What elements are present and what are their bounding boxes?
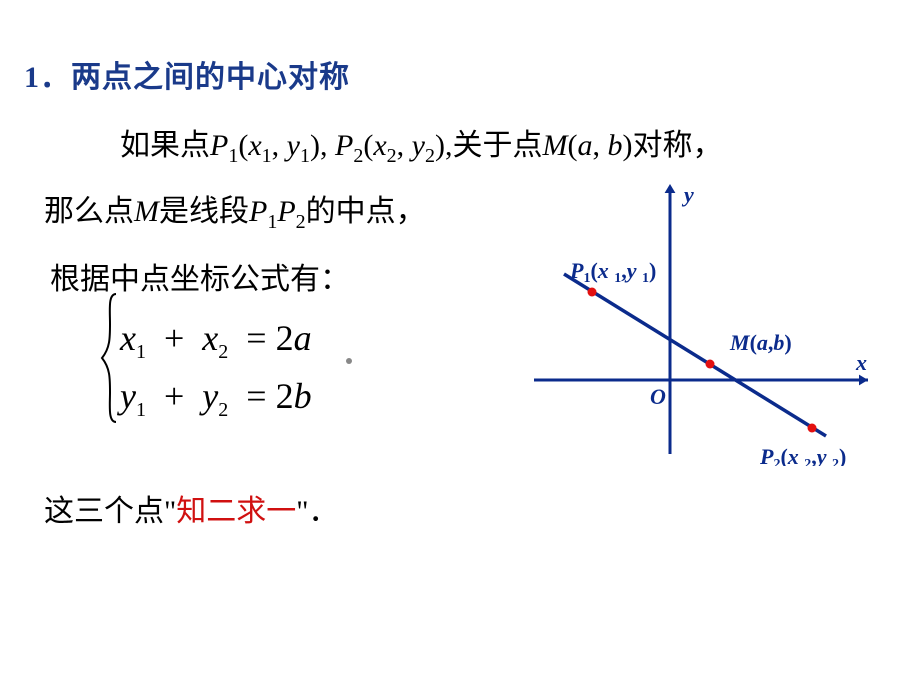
sub: 2 (218, 399, 228, 421)
sym-P: P (249, 195, 267, 228)
sym-y1: y (287, 129, 300, 162)
svg-text:y: y (681, 184, 694, 207)
op: + (164, 376, 184, 416)
sym-M: M (542, 129, 567, 162)
sub: 1 (228, 145, 238, 167)
sym-P1: P (210, 129, 228, 162)
t: 那么点 (44, 195, 134, 228)
sub: 2 (218, 341, 228, 363)
sym-P: P (277, 195, 295, 228)
sym-P2: P (335, 129, 353, 162)
body-line-1: 如果点P1(x1, y1), P2(x2, y2),关于点M(a, b)对称， (120, 120, 722, 168)
equation-brace-system: x1 + x2 = 2a y1 + y2 = 2b (120, 310, 312, 426)
sub: 2 (353, 145, 363, 167)
t: "． (296, 495, 338, 528)
sub: 2 (296, 211, 306, 233)
body-line-3: 根据中点坐标公式有： (50, 254, 350, 298)
svg-text:M(a,b): M(a,b) (729, 330, 792, 355)
v: x (202, 318, 218, 358)
t: 这三个点" (44, 495, 176, 528)
svg-text:P1(x 1,y 1): P1(x 1,y 1) (569, 258, 656, 286)
sub: 1 (136, 341, 146, 363)
sym-y2: y (412, 129, 425, 162)
t: 是线段 (159, 195, 249, 228)
sym-x1: x (248, 129, 261, 162)
bullet-dot (346, 358, 352, 364)
body-line-4: 这三个点"知二求一"． (44, 486, 339, 530)
sub: 2 (425, 145, 435, 167)
brace-icon (98, 290, 120, 426)
t: 对称， (632, 129, 722, 162)
sub: 1 (136, 399, 146, 421)
svg-text:x: x (855, 350, 867, 375)
v: x (120, 318, 136, 358)
sym-b: b (607, 129, 622, 162)
sub: 1 (262, 145, 272, 167)
sym-x2: x (373, 129, 386, 162)
t: 如果点 (120, 129, 210, 162)
equation-1: x1 + x2 = 2a (120, 310, 312, 368)
coordinate-diagram: y x O P1(x 1,y 1) M(a,b) P2(x 2,y 2) (534, 184, 888, 466)
sym-M: M (134, 195, 159, 228)
sub: 1 (267, 211, 277, 233)
v: y (202, 376, 218, 416)
sub: 1 (300, 145, 310, 167)
sub: 2 (387, 145, 397, 167)
t: ,关于点 (445, 129, 543, 162)
sym-a: a (577, 129, 592, 162)
section-heading: 1．两点之间的中心对称 (24, 52, 350, 96)
k: 2 (276, 318, 294, 358)
highlight-text: 知二求一 (176, 495, 296, 528)
v: a (294, 318, 312, 358)
op: + (164, 318, 184, 358)
svg-text:P2(x 2,y 2): P2(x 2,y 2) (759, 444, 846, 466)
v: b (294, 376, 312, 416)
t: 的中点， (306, 195, 426, 228)
body-line-2: 那么点M是线段P1P2的中点， (44, 186, 426, 234)
svg-text:O: O (650, 384, 666, 409)
v: y (120, 376, 136, 416)
equation-2: y1 + y2 = 2b (120, 368, 312, 426)
k: 2 (276, 376, 294, 416)
